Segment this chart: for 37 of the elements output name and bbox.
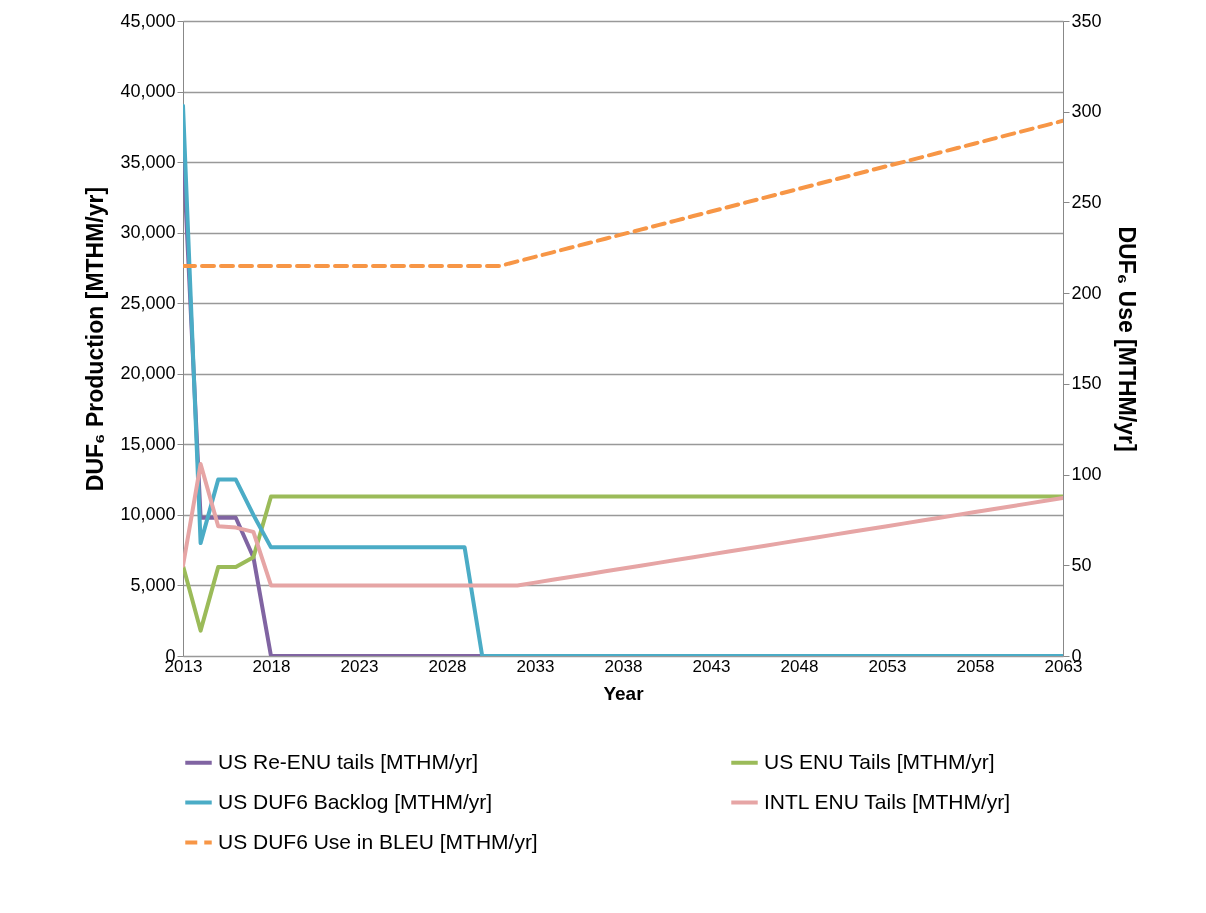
x-tick-label: 2038 [604,656,643,676]
line-series [183,103,1063,656]
line-series [183,118,1063,268]
y2-tick-label: 350 [1071,10,1102,31]
x-tick-label: 2023 [340,656,379,676]
y-tick-label: 15,000 [120,433,176,454]
y2-tick-label: 250 [1071,191,1102,212]
legend-label: US DUF6 Use in BLEU [MTHM/yr] [218,829,538,853]
y2-tick-label: 100 [1071,464,1102,485]
y2-tick-label: 50 [1071,554,1092,575]
y-tick-label: 25,000 [120,292,176,313]
x-axis-title: Year [603,682,645,704]
y-tick-label: 35,000 [120,151,176,172]
x-tick-label: 2043 [692,656,731,676]
x-tick-label: 2033 [516,656,555,676]
legend-label: INTL ENU Tails [MTHM/yr] [764,789,1011,813]
y-tick-label: 20,000 [120,363,176,384]
y-tick-label: 45,000 [120,10,176,31]
legend-label: US DUF6 Backlog [MTHM/yr] [218,789,493,813]
x-tick-label: 2058 [956,656,995,676]
y-tick-label: 5,000 [130,574,176,595]
y-tick-label: 30,000 [120,222,176,243]
x-tick-label: 2018 [252,656,291,676]
y2-axis-title: DUF₆ Use [MTHM/yr] [1113,226,1140,452]
y-tick-label: 40,000 [120,81,176,102]
y-axis-title: DUF₆ Production [MTHM/yr] [82,186,109,492]
y2-tick-label: 200 [1071,282,1102,303]
y2-tick-label: 300 [1071,101,1102,122]
y2-tick-label: 150 [1071,373,1102,394]
x-tick-label: 2048 [780,656,819,676]
legend-label: US ENU Tails [MTHM/yr] [764,749,995,773]
line-series [183,494,1063,633]
legend-label: US Re-ENU tails [MTHM/yr] [218,749,479,773]
x-tick-label: 2053 [868,656,907,676]
y-tick-label: 10,000 [120,504,176,525]
x-tick-label: 2028 [428,656,467,676]
line-series [183,462,1063,588]
